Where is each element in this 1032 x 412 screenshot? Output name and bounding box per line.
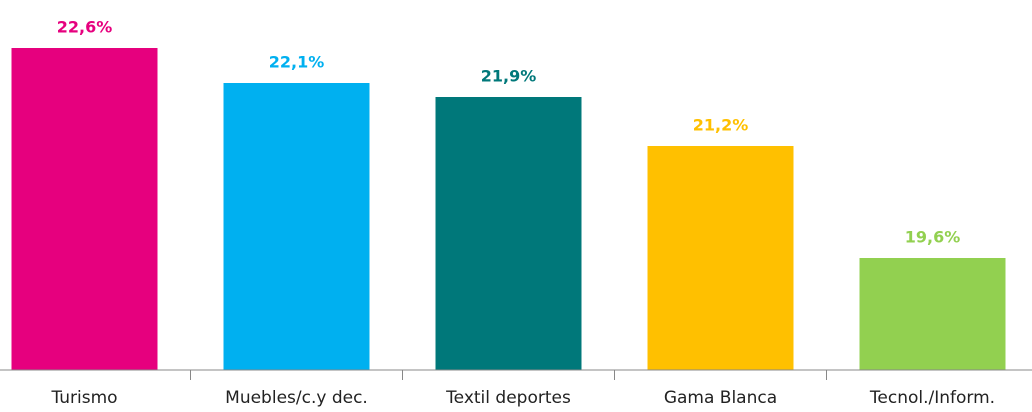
x-tick-label: Muebles/c.y dec.: [225, 388, 368, 408]
bar: [647, 146, 794, 370]
bar: [11, 48, 158, 370]
data-label: 22,6%: [57, 18, 113, 37]
x-tick-label: Tecnol./Inform.: [869, 388, 995, 408]
bar: [223, 83, 370, 370]
data-label: 21,2%: [693, 116, 749, 135]
bar: [859, 258, 1006, 370]
bar: [435, 97, 582, 370]
x-tick-label: Gama Blanca: [664, 388, 777, 408]
data-label: 22,1%: [269, 53, 325, 72]
data-label: 21,9%: [481, 67, 537, 86]
x-tick-label: Textil deportes: [445, 388, 571, 408]
data-label: 19,6%: [905, 228, 961, 247]
x-tick-label: Turismo: [50, 388, 117, 408]
